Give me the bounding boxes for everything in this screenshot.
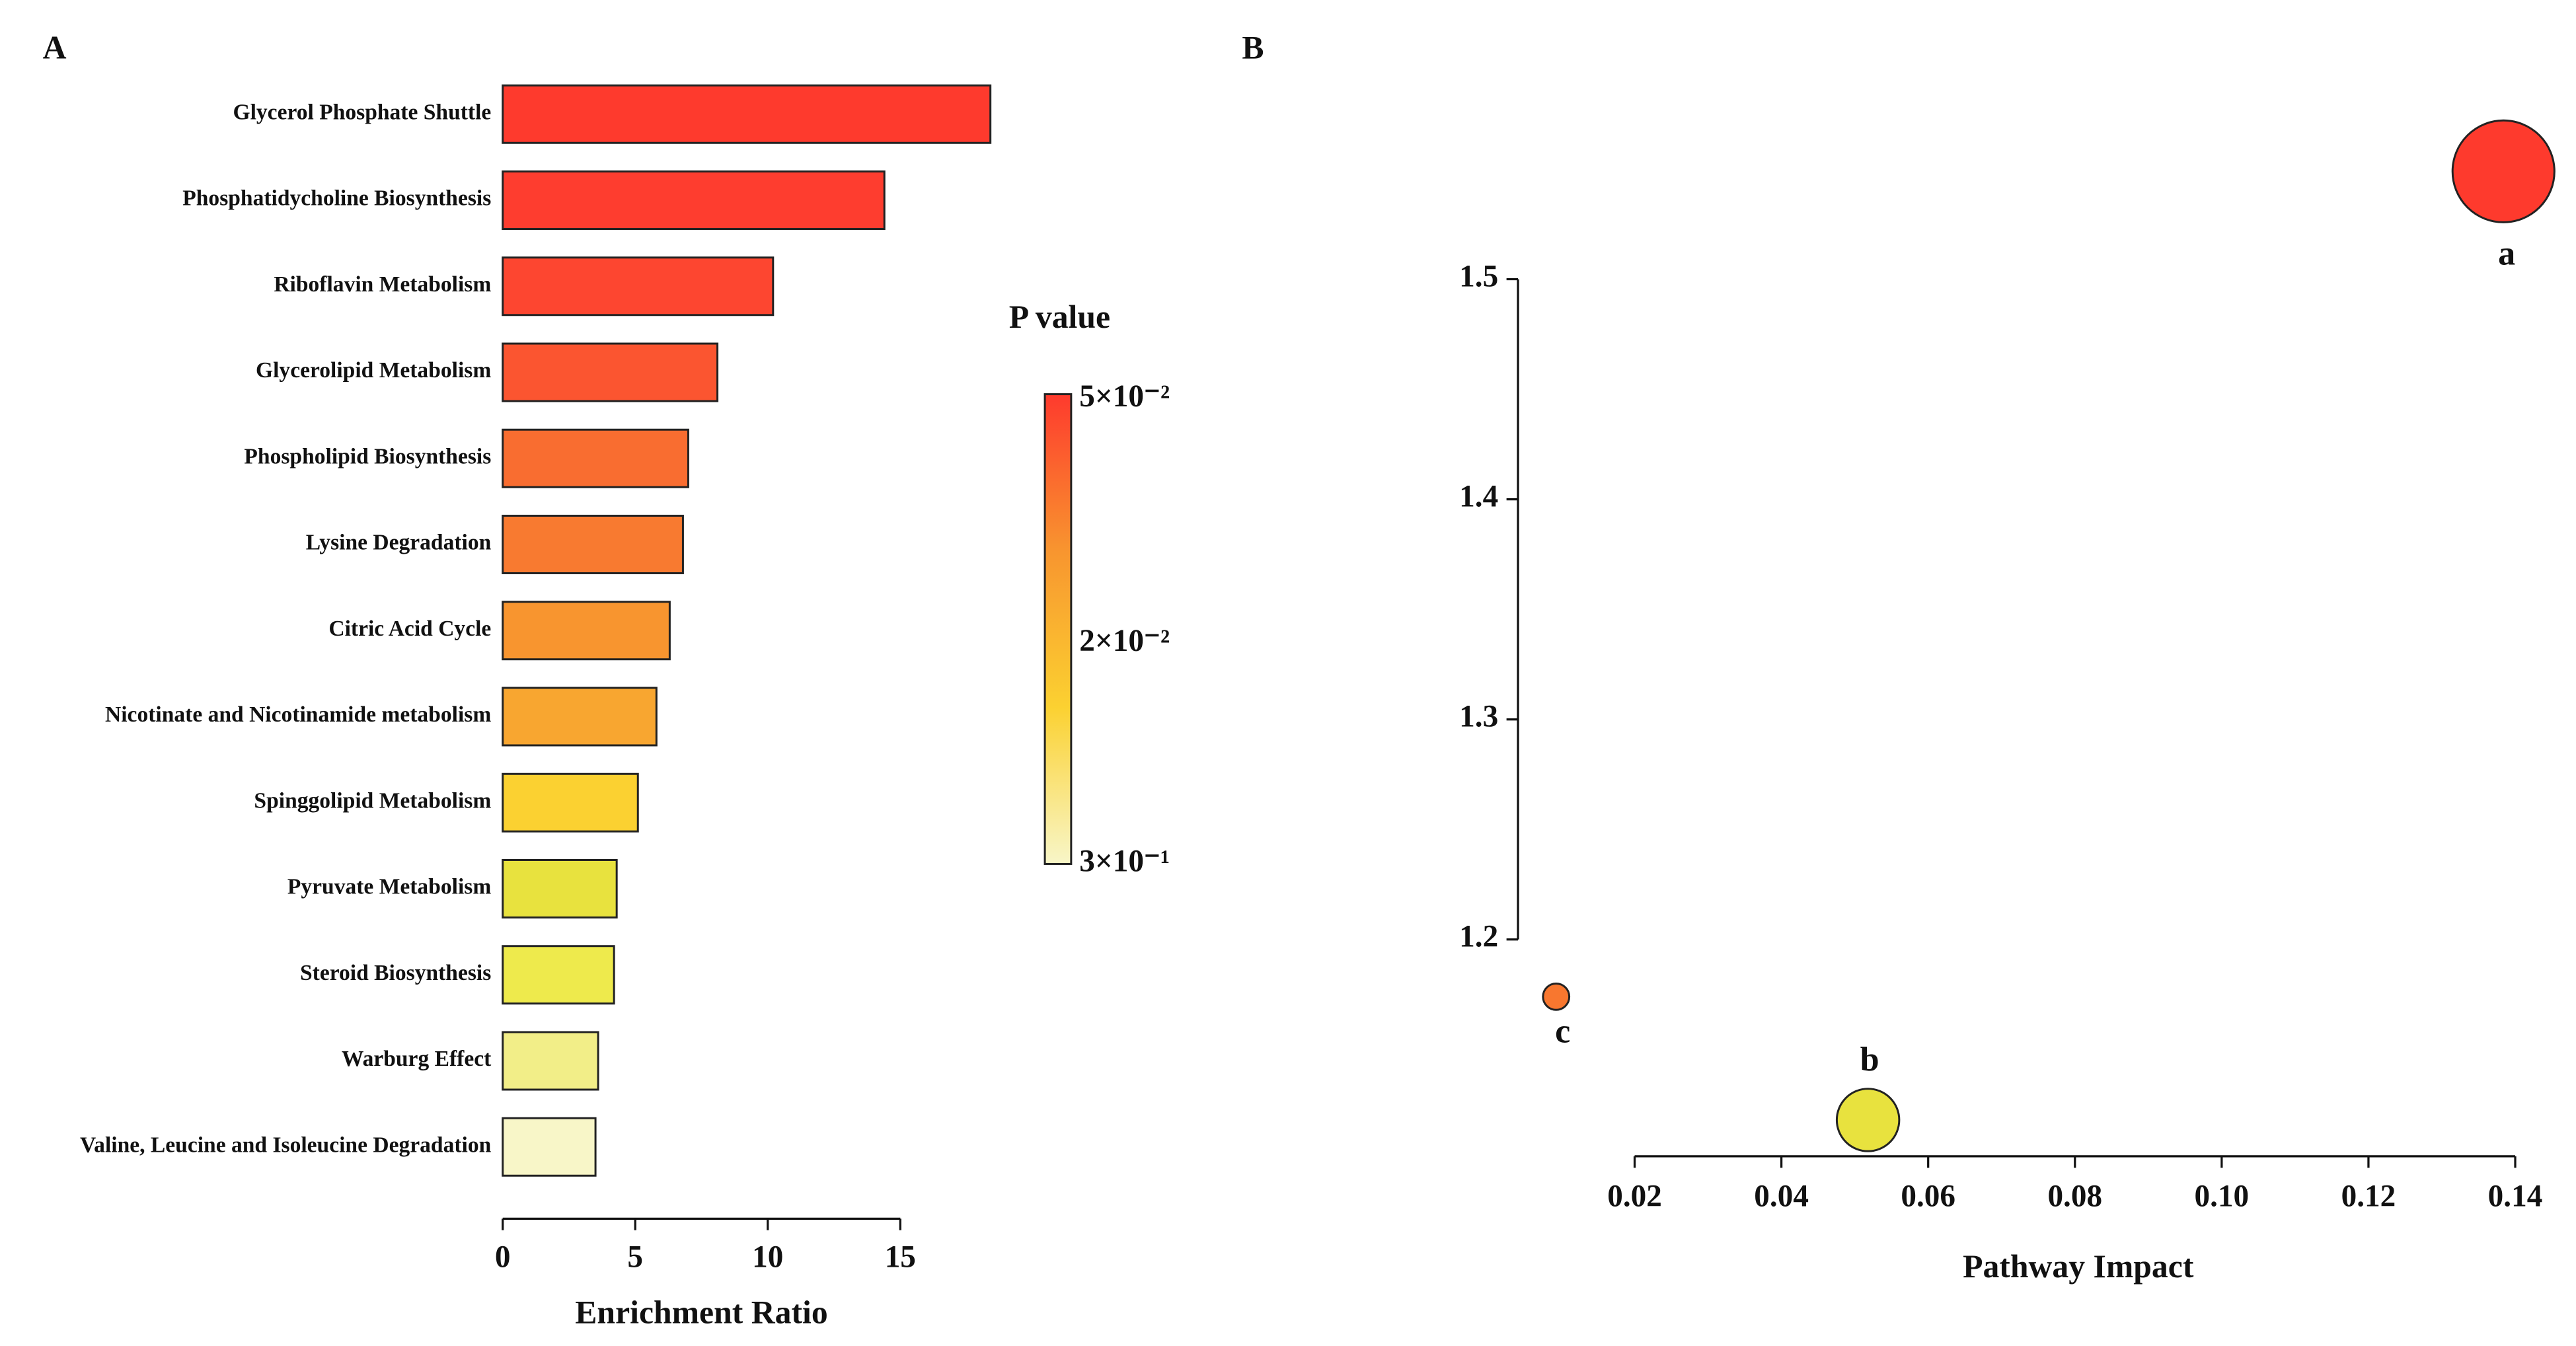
bar <box>502 256 775 317</box>
x-tick-label: 15 <box>885 1240 916 1274</box>
category-label: Citric Acid Cycle <box>328 617 491 641</box>
bubble <box>2451 119 2556 223</box>
category-label: Spinggolipid Metabolism <box>254 788 491 813</box>
bar <box>502 601 671 661</box>
bar <box>502 1031 599 1091</box>
bar <box>502 772 639 833</box>
y-tick-label: 1.5 <box>1459 259 1498 293</box>
category-label: Pyruvate Metabolism <box>287 875 491 899</box>
x-tick-label: 0.12 <box>2341 1179 2396 1213</box>
colorbar-label: 3×10⁻¹ <box>1079 844 1170 878</box>
x-tick-label: 0.10 <box>2195 1179 2250 1213</box>
bar <box>502 859 618 918</box>
bar <box>502 1117 597 1177</box>
bar <box>502 170 886 230</box>
bar <box>502 428 689 488</box>
bar <box>502 342 719 402</box>
category-label: Valine, Leucine and Isoleucine Degradati… <box>80 1133 492 1157</box>
y-tick-label: 1.3 <box>1459 700 1498 734</box>
category-label: Riboflavin Metabolism <box>274 272 491 297</box>
bar <box>502 687 658 747</box>
point-label: a <box>2498 235 2515 273</box>
x-tick-label: 0.02 <box>1607 1179 1662 1213</box>
x-tick-label: 0.06 <box>1901 1179 1955 1213</box>
x-axis-label: Pathway Impact <box>1963 1248 2194 1285</box>
panel-label: B <box>1242 29 1264 65</box>
category-label: Nicotinate and Nicotinamide metabolism <box>105 702 491 727</box>
x-axis-label: Enrichment Ratio <box>575 1294 827 1330</box>
bar <box>502 515 684 574</box>
category-label: Phosphatidycholine Biosynthesis <box>182 186 491 211</box>
x-tick-label: 0 <box>495 1240 511 1274</box>
x-tick-label: 0.08 <box>2047 1179 2102 1213</box>
category-label: Steroid Biosynthesis <box>300 961 491 985</box>
point-label: c <box>1555 1012 1570 1051</box>
category-label: Glycerolipid Metabolism <box>256 358 491 383</box>
colorbar-label: 5×10⁻² <box>1079 379 1170 414</box>
y-tick-label: 1.4 <box>1459 479 1498 513</box>
bar <box>502 84 992 144</box>
x-tick-label: 5 <box>627 1240 643 1274</box>
panel-label: A <box>43 29 67 65</box>
x-tick-label: 0.14 <box>2488 1179 2543 1213</box>
colorbar-label: 2×10⁻² <box>1079 624 1170 658</box>
bubble <box>1835 1088 1901 1152</box>
point-label: b <box>1860 1040 1879 1078</box>
category-label: Phospholipid Biosynthesis <box>244 444 491 468</box>
x-tick-label: 0.04 <box>1754 1179 1809 1213</box>
bar <box>502 945 615 1005</box>
colorbar <box>1043 393 1073 865</box>
category-label: Glycerol Phosphate Shuttle <box>233 100 491 124</box>
bubble <box>1542 983 1571 1011</box>
y-tick-label: 1.2 <box>1459 920 1498 954</box>
colorbar-title: P value <box>1009 299 1110 335</box>
x-tick-label: 10 <box>752 1240 783 1274</box>
category-label: Warburg Effect <box>342 1047 492 1071</box>
category-label: Lysine Degradation <box>306 531 492 555</box>
